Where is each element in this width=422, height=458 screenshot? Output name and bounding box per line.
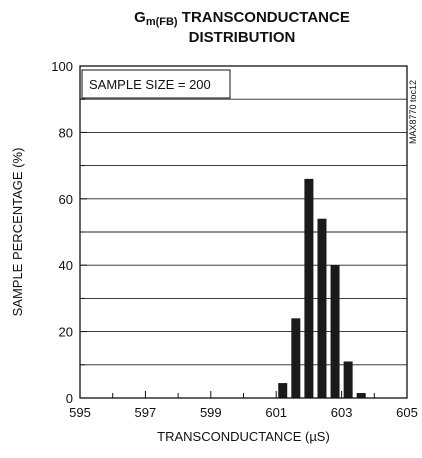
x-tick-label: 599 xyxy=(200,405,222,420)
x-tick-labels: 595 597 599 601 603 605 xyxy=(69,405,418,420)
bar xyxy=(304,178,314,398)
bars xyxy=(278,178,366,398)
chart-title-line1: Gm(FB) TRANSCONDUCTANCE xyxy=(134,9,350,28)
bar xyxy=(317,218,327,398)
x-tick-label: 605 xyxy=(396,405,418,420)
y-tick-label: 60 xyxy=(59,192,73,207)
y-tick-labels: 0 20 40 60 80 100 xyxy=(51,59,73,406)
figure-id-label: MAX8770 toc12 xyxy=(408,80,418,144)
y-tick-label: 80 xyxy=(59,125,73,140)
x-tick-label: 603 xyxy=(331,405,353,420)
x-tick-label: 597 xyxy=(135,405,157,420)
bar xyxy=(278,383,288,398)
axis-ticks xyxy=(79,65,408,399)
x-tick-label: 601 xyxy=(265,405,287,420)
bar xyxy=(291,318,301,398)
x-axis-label: TRANSCONDUCTANCE (µS) xyxy=(157,429,330,444)
y-tick-label: 100 xyxy=(51,59,73,74)
sample-size-box xyxy=(81,69,231,99)
sample-size-label: SAMPLE SIZE = 200 xyxy=(89,77,211,92)
bar xyxy=(356,393,366,398)
grid-lines xyxy=(80,98,407,366)
chart-title-line2: DISTRIBUTION xyxy=(189,29,296,46)
y-tick-label: 0 xyxy=(66,391,73,406)
y-tick-label: 40 xyxy=(59,258,73,273)
y-axis-label: SAMPLE PERCENTAGE (%) xyxy=(10,148,25,317)
bar xyxy=(343,361,353,398)
bar xyxy=(330,265,340,398)
x-tick-label: 595 xyxy=(69,405,91,420)
y-tick-label: 20 xyxy=(59,325,73,340)
